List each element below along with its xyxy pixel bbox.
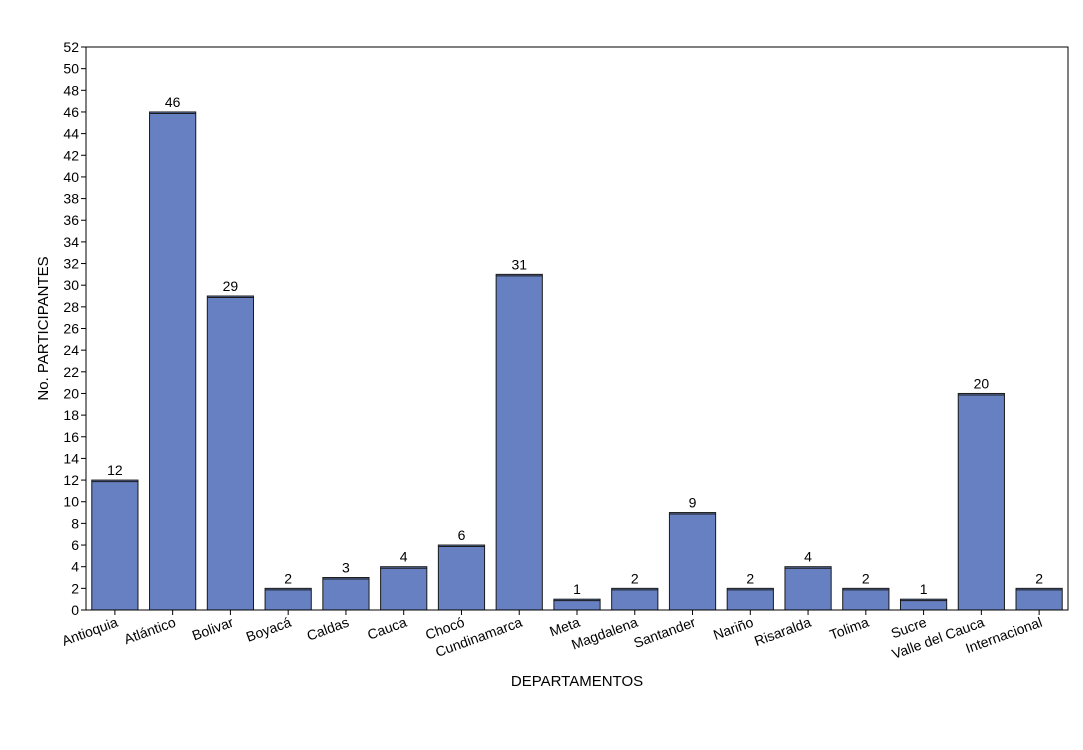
- y-tick-label: 2: [71, 580, 79, 596]
- y-axis-title: No. PARTICIPANTES: [35, 256, 52, 400]
- data-label: 2: [1035, 570, 1043, 586]
- y-tick-label: 0: [71, 602, 79, 618]
- y-tick-label: 38: [63, 191, 79, 207]
- x-tick-label: Tolima: [827, 614, 871, 643]
- y-tick-label: 46: [63, 104, 79, 120]
- bar-bolivar: [206, 295, 255, 611]
- x-tick-label: Nariño: [711, 614, 755, 643]
- data-label: 46: [165, 94, 181, 110]
- data-label: 29: [223, 278, 239, 294]
- bar-internacional: [1015, 587, 1063, 611]
- bar-chocó: [437, 544, 486, 611]
- bar-antioquia: [91, 479, 139, 611]
- data-label: 12: [107, 462, 123, 478]
- data-label: 9: [689, 495, 697, 511]
- y-tick-label: 10: [63, 494, 79, 510]
- bar-valle-del-cauca: [957, 392, 1005, 611]
- bar-nariño: [726, 587, 774, 611]
- data-label: 20: [974, 375, 990, 391]
- data-label: 6: [458, 527, 466, 543]
- y-tick-label: 12: [63, 472, 79, 488]
- data-label: 4: [804, 549, 812, 565]
- x-tick-label: Bolivar: [190, 614, 236, 644]
- x-tick-label: Antioquia: [60, 614, 121, 649]
- bar-caldas: [322, 577, 370, 611]
- data-label: 2: [284, 570, 292, 586]
- y-tick-label: 20: [63, 385, 79, 401]
- data-label: 2: [746, 570, 754, 586]
- plot-frame: [85, 46, 1069, 611]
- y-tick-label: 30: [63, 277, 79, 293]
- y-tick-label: 52: [63, 39, 79, 55]
- y-tick-label: 42: [63, 147, 79, 163]
- y-tick-label: 48: [63, 82, 79, 98]
- data-label: 1: [573, 581, 581, 597]
- data-label: 1: [920, 581, 928, 597]
- y-tick-label: 50: [63, 61, 79, 77]
- bar-santander: [668, 512, 717, 611]
- y-tick-label: 44: [63, 126, 79, 142]
- bar-tolima: [842, 587, 890, 611]
- x-axis: Antioquia Atlántico Bolivar Boyacá Caldas Cau…: [60, 610, 1044, 662]
- bar-atlántico: [149, 111, 197, 611]
- y-tick-label: 36: [63, 212, 79, 228]
- y-tick-label: 40: [63, 169, 79, 185]
- bars: [91, 111, 1063, 611]
- y-tick-label: 8: [71, 515, 79, 531]
- x-tick-label: Risaralda: [752, 614, 813, 649]
- x-tick-label: Cauca: [365, 614, 409, 643]
- y-tick-label: 16: [63, 429, 79, 445]
- y-tick-label: 24: [63, 342, 79, 358]
- y-tick-label: 26: [63, 321, 79, 337]
- x-tick-label: Boyacá: [244, 614, 294, 645]
- bar-magdalena: [611, 587, 659, 611]
- bar-cundinamarca: [495, 273, 543, 611]
- y-tick-label: 6: [71, 537, 79, 553]
- y-axis: 0246810121416182022242628303234363840424…: [63, 39, 86, 618]
- x-axis-title: DEPARTAMENTOS: [511, 673, 643, 690]
- y-tick-label: 14: [63, 450, 79, 466]
- bar-risaralda: [784, 566, 832, 611]
- x-tick-label: Santander: [631, 614, 698, 651]
- x-tick-label: Atlántico: [122, 614, 178, 647]
- data-label: 31: [511, 256, 527, 272]
- data-label: 3: [342, 560, 350, 576]
- x-tick-label: Caldas: [305, 614, 351, 644]
- y-tick-label: 32: [63, 256, 79, 272]
- y-tick-label: 28: [63, 299, 79, 315]
- data-label: 2: [631, 570, 639, 586]
- y-tick-label: 22: [63, 364, 79, 380]
- bar-boyacá: [264, 587, 312, 611]
- y-tick-label: 34: [63, 234, 79, 250]
- x-tick-label: Magdalena: [569, 614, 640, 653]
- bar-cauca: [380, 566, 428, 611]
- y-tick-label: 4: [71, 559, 79, 575]
- y-tick-label: 18: [63, 407, 79, 423]
- data-label: 2: [862, 570, 870, 586]
- data-label: 4: [400, 549, 408, 565]
